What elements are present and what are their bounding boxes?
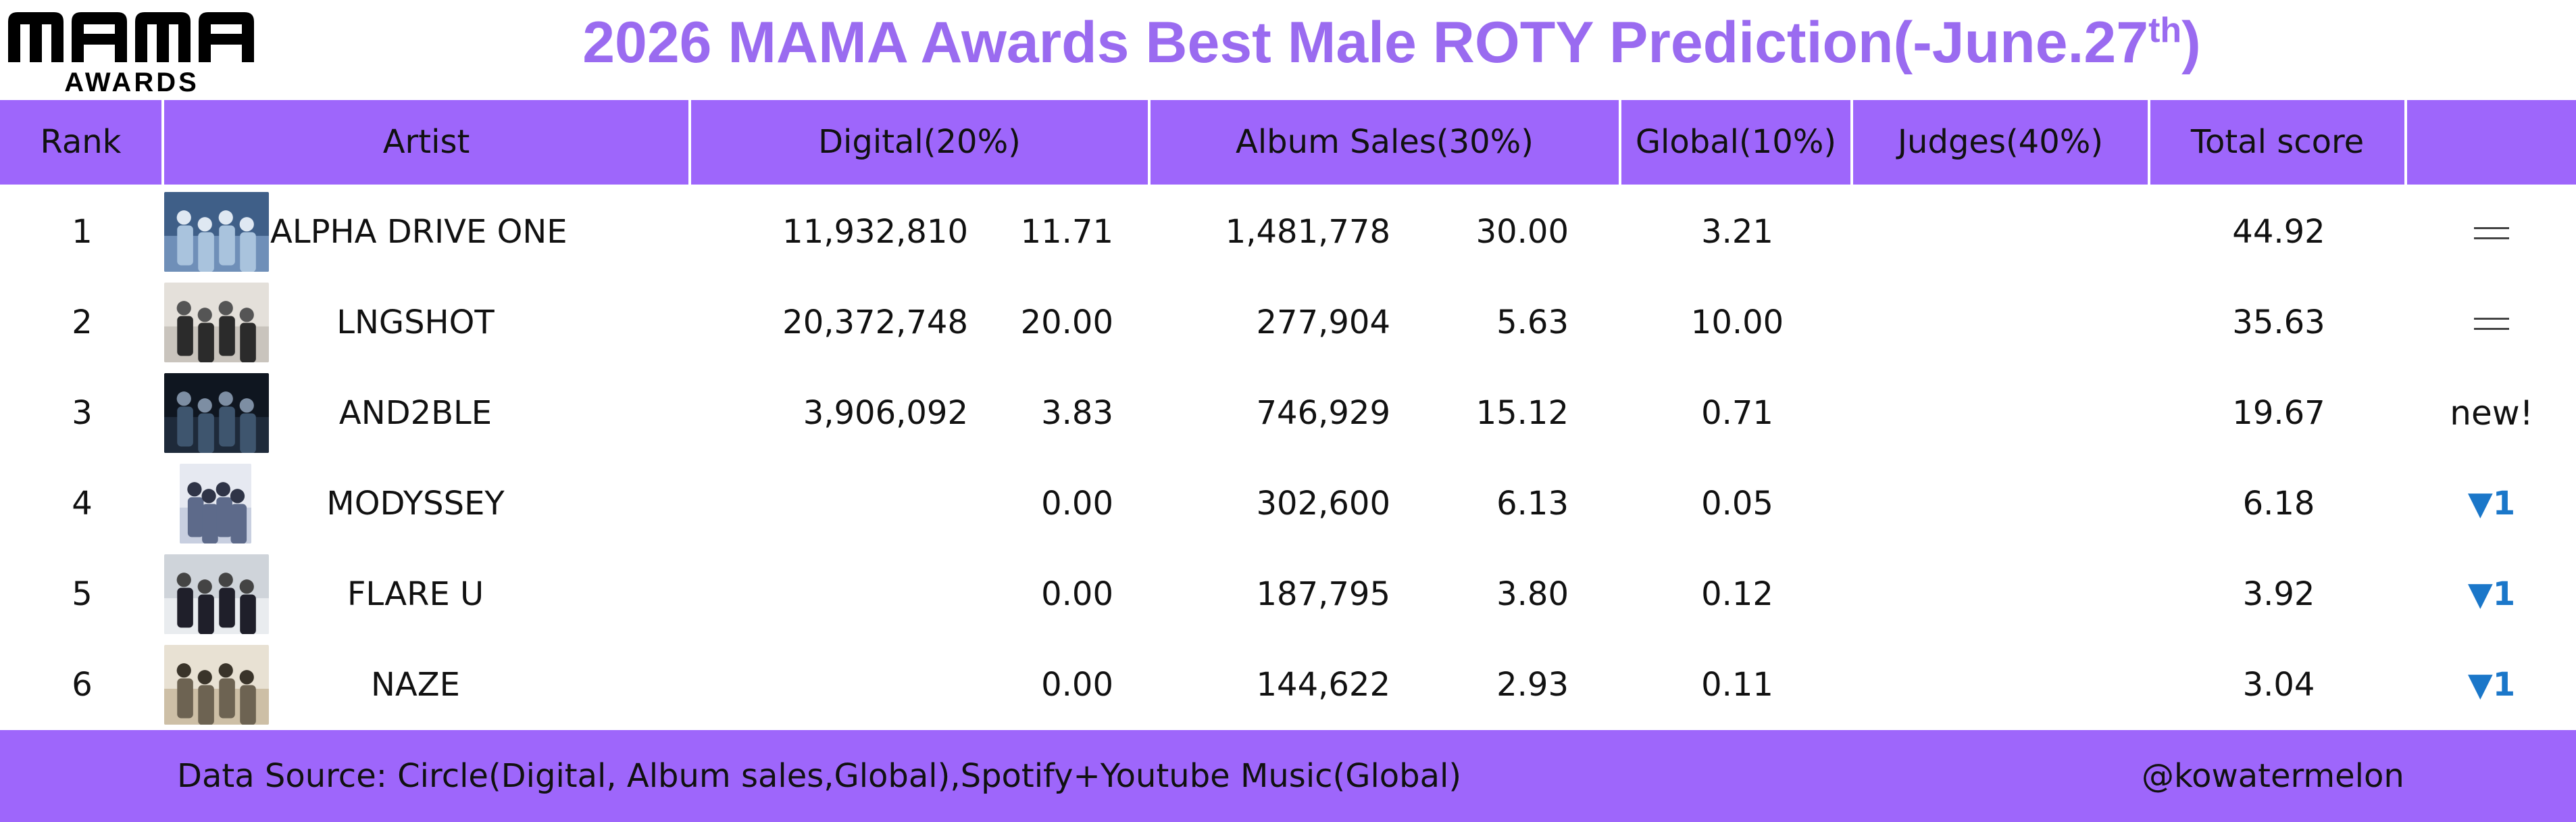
rank-cell: 6 xyxy=(72,666,93,704)
album-score: 2.93 xyxy=(1496,666,1569,704)
global-score: 0.12 xyxy=(1701,575,1773,613)
judges-score xyxy=(1853,368,2150,458)
rank-unchanged-icon xyxy=(2407,277,2576,368)
total-score: 35.63 xyxy=(2232,304,2325,341)
table-row: 5 FLARE U 0.00 187,795 3.80 0.12 3.92 ▼1 xyxy=(0,549,2576,639)
artist-name: LNGSHOT xyxy=(336,304,495,341)
digital-score: 0.00 xyxy=(1041,575,1113,613)
table-row: 6 NAZE 0.00 144,622 2.93 0.11 3.04 ▼1 xyxy=(0,639,2576,730)
data-source-note: Data Source: Circle(Digital, Album sales… xyxy=(177,757,1462,795)
table-header: Rank Artist Digital(20%) Album Sales(30%… xyxy=(0,100,2576,185)
total-score: 19.67 xyxy=(2232,394,2325,432)
artist-name: MODYSSEY xyxy=(326,485,505,523)
rank-cell: 2 xyxy=(72,304,93,341)
page-title: 2026 MAMA Awards Best Male ROTY Predicti… xyxy=(582,10,2201,75)
header-digital: Digital(20%) xyxy=(691,100,1151,185)
album-raw-value: 302,600 xyxy=(1256,485,1391,523)
album-raw-value: 277,904 xyxy=(1256,304,1391,341)
rank-change: ▼1 xyxy=(2467,485,2516,523)
rank-cell: 3 xyxy=(72,394,93,432)
digital-score: 0.00 xyxy=(1041,485,1113,523)
table-row: 4 MODYSSEY 0.00 302,600 6.13 0.05 6.18 ▼1 xyxy=(0,458,2576,549)
rank-change: ▼1 xyxy=(2467,666,2516,704)
rank-cell: 5 xyxy=(72,575,93,613)
artist-photo xyxy=(180,464,251,543)
table-row: 1 ALPHA DRIVE ONE 11,932,810 11.71 1,481,778… xyxy=(0,187,2576,277)
digital-raw-value xyxy=(691,458,968,549)
judges-score xyxy=(1853,639,2150,730)
header-judges: Judges(40%) xyxy=(1853,100,2150,185)
album-score: 6.13 xyxy=(1496,485,1569,523)
header-change xyxy=(2407,100,2576,185)
header-global: Global(10%) xyxy=(1621,100,1853,185)
header-album-sales: Album Sales(30%) xyxy=(1151,100,1621,185)
digital-raw-value xyxy=(691,639,968,730)
global-score: 0.05 xyxy=(1701,485,1773,523)
artist-photo xyxy=(164,554,269,634)
album-score: 5.63 xyxy=(1496,304,1569,341)
artist-name: NAZE xyxy=(371,666,460,704)
header-artist: Artist xyxy=(164,100,691,185)
rank-change: new! xyxy=(2450,393,2533,433)
rank-unchanged-icon xyxy=(2407,187,2576,277)
digital-score: 20.00 xyxy=(1020,304,1113,341)
judges-score xyxy=(1853,187,2150,277)
global-score: 3.21 xyxy=(1701,213,1773,251)
table-row: 2 LNGSHOT 20,372,748 20.00 277,904 5.63 10.00 3… xyxy=(0,277,2576,368)
global-score: 10.00 xyxy=(1690,304,1784,341)
album-raw-value: 144,622 xyxy=(1256,666,1391,704)
digital-raw-value: 20,372,748 xyxy=(782,304,968,341)
global-score: 0.71 xyxy=(1701,394,1773,432)
logo-awards-text: AWARDS xyxy=(64,68,199,97)
artist-name: AND2BLE xyxy=(338,394,493,432)
header-rank: Rank xyxy=(0,100,164,185)
artist-photo xyxy=(164,192,269,272)
judges-score xyxy=(1853,277,2150,368)
author-handle: @kowatermelon xyxy=(2142,757,2404,795)
judges-score xyxy=(1853,549,2150,639)
header-total-score: Total score xyxy=(2150,100,2407,185)
judges-score xyxy=(1853,458,2150,549)
digital-score: 0.00 xyxy=(1041,666,1113,704)
footer-bar: Data Source: Circle(Digital, Album sales… xyxy=(0,730,2576,822)
global-score: 0.11 xyxy=(1701,666,1773,704)
album-raw-value: 187,795 xyxy=(1256,575,1391,613)
album-score: 3.80 xyxy=(1496,575,1569,613)
total-score: 6.18 xyxy=(2242,485,2315,523)
artist-photo xyxy=(164,283,269,362)
rank-change: ▼1 xyxy=(2467,575,2516,613)
digital-raw-value: 3,906,092 xyxy=(803,394,968,432)
album-score: 30.00 xyxy=(1475,213,1569,251)
artist-photo xyxy=(164,645,269,725)
total-score: 3.04 xyxy=(2242,666,2315,704)
album-score: 15.12 xyxy=(1475,394,1569,432)
album-raw-value: 1,481,778 xyxy=(1225,213,1390,251)
artist-photo xyxy=(164,373,269,453)
album-raw-value: 746,929 xyxy=(1256,394,1391,432)
mama-awards-logo: AWARDS xyxy=(7,9,257,97)
digital-score: 3.83 xyxy=(1041,394,1113,432)
digital-raw-value xyxy=(691,549,968,639)
artist-name: FLARE U xyxy=(347,575,484,613)
total-score: 3.92 xyxy=(2242,575,2315,613)
digital-raw-value: 11,932,810 xyxy=(782,213,968,251)
rank-cell: 1 xyxy=(72,213,93,251)
rank-cell: 4 xyxy=(72,485,93,523)
artist-name: ALPHA DRIVE ONE xyxy=(270,213,567,251)
mama-logo-wordmark xyxy=(8,12,254,62)
total-score: 44.92 xyxy=(2232,213,2325,251)
table-row: 3 AND2BLE 3,906,092 3.83 746,929 15.12 0.71 19.… xyxy=(0,368,2576,458)
digital-score: 11.71 xyxy=(1020,213,1113,251)
